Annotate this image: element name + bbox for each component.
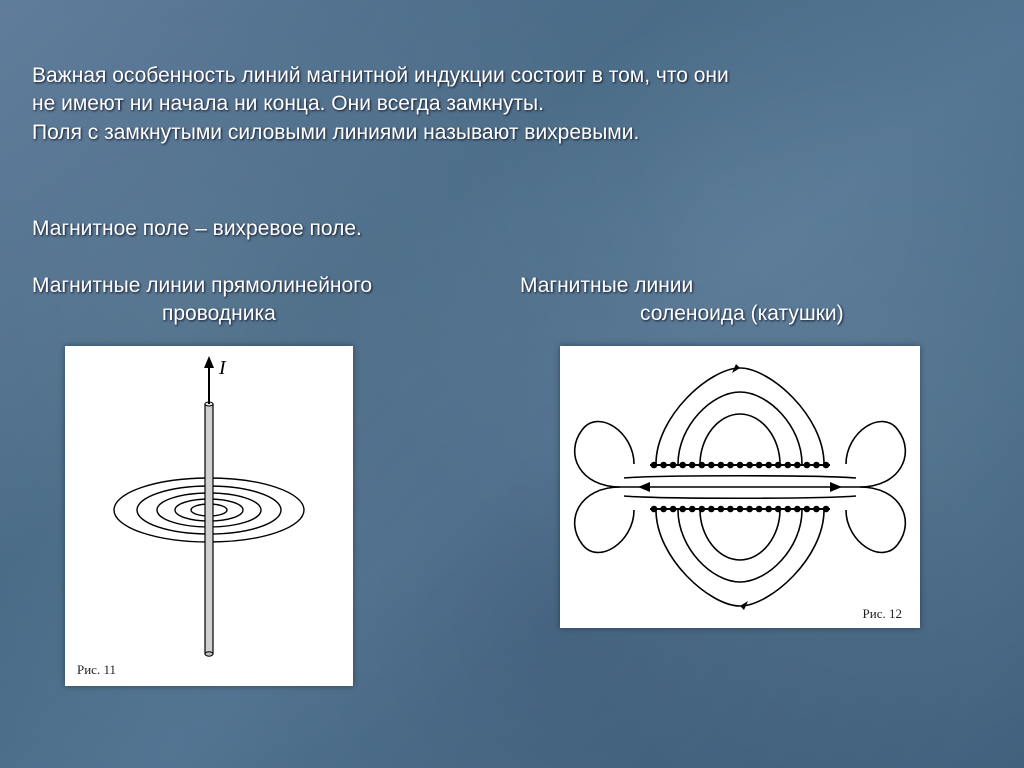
wire-bottom-cap [205, 652, 213, 656]
intro-line-1: Важная особенность линий магнитной индук… [32, 62, 972, 90]
slide: Важная особенность линий магнитной индук… [0, 0, 1024, 768]
solenoid-field-lines [575, 368, 906, 606]
current-arrow-head [204, 356, 214, 368]
intro-line-3: Поля с замкнутыми силовыми линиями назыв… [32, 119, 972, 147]
intro-paragraph: Важная особенность линий магнитной индук… [32, 62, 972, 147]
right-title-line-1: Магнитные линии [520, 272, 844, 300]
figure-right-caption: Рис. 12 [863, 606, 902, 622]
solenoid-diagram-svg [560, 346, 920, 628]
figure-straight-wire: I Рис. 11 [65, 346, 353, 686]
current-label: I [218, 357, 227, 379]
right-column-title: Магнитные линии соленоида (катушки) [520, 272, 844, 329]
figure-solenoid: Рис. 12 [560, 346, 920, 628]
left-column-title: Магнитные линии прямолинейного проводник… [32, 272, 372, 329]
right-title-line-2: соленоида (катушки) [520, 300, 844, 328]
wire-rod [205, 404, 213, 654]
statement: Магнитное поле – вихревое поле. [32, 215, 362, 243]
figure-left-caption: Рис. 11 [77, 662, 116, 678]
wire-diagram-svg: I [65, 346, 353, 686]
left-title-line-2: проводника [32, 300, 372, 328]
intro-line-2: не имеют ни начала ни конца. Они всегда … [32, 90, 972, 118]
left-title-line-1: Магнитные линии прямолинейного [32, 272, 372, 300]
